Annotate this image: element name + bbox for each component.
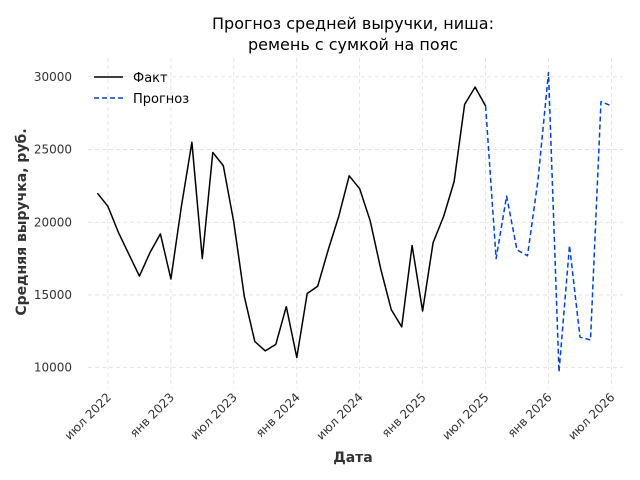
y-tick-label: 10000 <box>34 361 72 375</box>
chart-title-line-2: ремень с сумкой на пояс <box>248 35 458 54</box>
chart-title-line-1: Прогноз средней выручки, ниша: <box>212 14 494 33</box>
y-axis-label: Средняя выручка, руб. <box>14 128 30 315</box>
x-tick-label: янв 2023 <box>127 390 177 440</box>
fact-series-line <box>96 86 487 359</box>
x-axis-ticks: июл 2022 янв 2023 июл 2023 янв 2024 июл 2024… <box>62 390 618 442</box>
x-tick-label: июл 2026 <box>565 390 617 442</box>
y-tick-label: 25000 <box>34 143 72 157</box>
x-tick-label: июл 2022 <box>62 390 114 442</box>
legend-label-forecast: Прогноз <box>133 92 189 107</box>
legend-label-fact: Факт <box>133 71 168 86</box>
x-tick-label: июл 2024 <box>314 390 366 442</box>
x-axis-label: Дата <box>333 450 372 466</box>
series-group <box>96 71 612 373</box>
x-tick-label: июл 2023 <box>188 390 240 442</box>
grid <box>88 58 623 388</box>
x-tick-label: июл 2025 <box>439 390 491 442</box>
x-tick-label: янв 2025 <box>379 390 429 440</box>
y-axis-ticks: 10000 15000 20000 25000 30000 <box>34 70 72 375</box>
forecast-series-line <box>484 71 612 373</box>
x-tick-label: янв 2024 <box>253 390 303 440</box>
y-tick-label: 15000 <box>34 288 72 302</box>
y-tick-label: 30000 <box>34 70 72 84</box>
y-tick-label: 20000 <box>34 215 72 229</box>
x-tick-label: янв 2026 <box>505 390 555 440</box>
legend: Факт Прогноз <box>94 71 189 107</box>
